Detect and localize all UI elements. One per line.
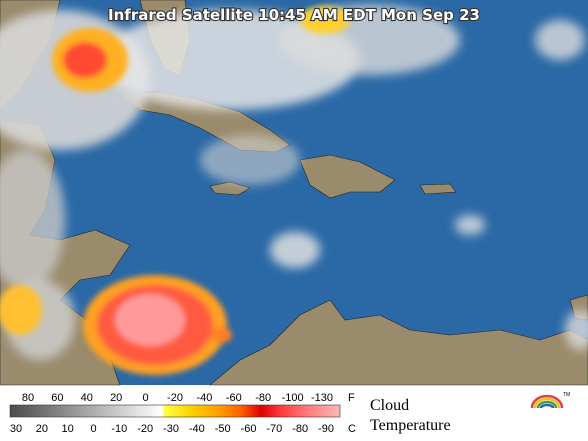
map-shape — [63, 42, 107, 78]
map-shape — [209, 181, 251, 196]
fahrenheit-label: 40 — [81, 392, 93, 404]
logo-mark: TM — [563, 392, 570, 398]
celsius-label: -40 — [189, 423, 205, 435]
fahrenheit-label: 0 — [143, 392, 149, 404]
celsius-label: -30 — [163, 423, 179, 435]
map-shape — [539, 403, 555, 409]
fahrenheit-labels: 80 60 40 20 0 -20 -40 -60 -80 -100 -130 — [22, 392, 333, 404]
fahrenheit-label: 60 — [51, 392, 63, 404]
map-shape — [530, 394, 564, 409]
caption-line: Cloud — [370, 397, 409, 414]
fahrenheit-label: -20 — [167, 392, 183, 404]
fahrenheit-label: -130 — [311, 392, 333, 404]
map-shape — [115, 294, 185, 346]
celsius-label: 0 — [90, 423, 96, 435]
celsius-label: -80 — [292, 423, 308, 435]
celsius-label: 30 — [10, 423, 22, 435]
fahrenheit-label: -80 — [255, 392, 271, 404]
fahrenheit-label: 20 — [110, 392, 122, 404]
map-shape — [299, 154, 396, 199]
map-shape — [200, 135, 300, 185]
celsius-label: -70 — [266, 423, 282, 435]
fahrenheit-label: -100 — [282, 392, 304, 404]
celsius-label: -20 — [137, 423, 153, 435]
celsius-label: -60 — [241, 423, 257, 435]
map-shape — [0, 285, 42, 335]
color-scale — [9, 404, 341, 418]
map-shape — [270, 232, 320, 268]
map-title: Infrared Satellite 10:45 AM EDT Mon Sep … — [108, 6, 480, 24]
celsius-label: -50 — [215, 423, 231, 435]
map-shape — [419, 183, 457, 195]
legend: 80 60 40 20 0 -20 -40 -60 -80 -100 -130 30 20 10 0 -10… — [9, 392, 570, 435]
celsius-labels: 30 20 10 0 -10 -20 -30 -40 -50 -60 -70 -80 -90 — [10, 423, 334, 435]
cold-cloud-tops — [0, 6, 350, 375]
celsius-label: -10 — [111, 423, 127, 435]
fahrenheit-label: 80 — [22, 392, 34, 404]
map-shape — [536, 400, 558, 409]
celsius-label: 10 — [62, 423, 74, 435]
caption-line: Temperature — [370, 417, 451, 434]
celsius-label: -90 — [318, 423, 334, 435]
map-shape — [535, 20, 585, 60]
map-shape — [212, 327, 232, 343]
map-shape — [455, 215, 485, 235]
fahrenheit-label: -40 — [196, 392, 212, 404]
map-shape — [565, 310, 588, 350]
fahrenheit-unit: F — [348, 392, 355, 404]
celsius-unit: C — [348, 423, 356, 435]
map-shape — [533, 397, 561, 409]
map: Infrared Satellite 10:45 AM EDT Mon Sep … — [0, 0, 588, 386]
logo — [530, 394, 564, 409]
map-shape — [0, 150, 65, 290]
celsius-label: 20 — [36, 423, 48, 435]
map-shape — [300, 6, 350, 34]
fahrenheit-label: -60 — [226, 392, 242, 404]
